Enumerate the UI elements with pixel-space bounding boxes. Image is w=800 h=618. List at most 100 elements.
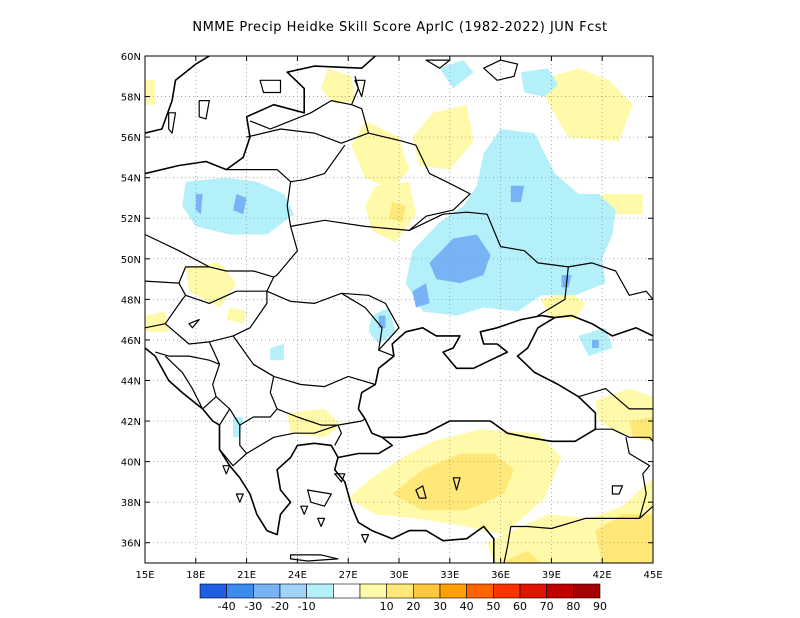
skill-region--10 [233,417,244,438]
lon-tick-label: 36E [491,570,510,581]
map-title: NMME Precip Heidke Skill Score AprIC (19… [192,20,608,35]
border-line [290,132,471,231]
border-line [239,424,339,455]
skill-region-10 [145,80,156,105]
colorbar-swatch [253,583,281,599]
border-line [341,292,400,351]
colorbar-swatch [279,583,307,599]
lat-tick-label: 42N [121,417,141,428]
skill-region--20 [429,234,491,284]
skill-region-20 [595,514,653,563]
colorbar-label: 90 [593,600,607,613]
colorbar-swatch [519,583,547,599]
skill-region--20 [233,193,247,215]
colorbar-label: -20 [271,600,289,613]
colorbar-label: 30 [433,600,447,613]
skill-region-20 [392,453,515,511]
skill-region--20 [592,339,599,348]
colorbar-swatch [439,583,467,599]
lat-tick-label: 46N [121,336,141,347]
lon-tick-label: 39E [542,570,561,581]
lake-line [611,485,624,495]
colorbar-swatch [333,583,361,599]
skill-region-10 [541,291,586,320]
colorbar-swatch [413,583,441,599]
colorbar-label: 70 [540,600,554,613]
colorbar-label: 50 [486,600,500,613]
lat-tick-label: 36N [121,539,141,550]
lon-tick-label: 21E [237,570,256,581]
skill-region--20 [378,315,386,328]
lake-line [425,59,451,69]
skill-shading-layer [145,60,653,563]
lat-tick-label: 52N [121,214,141,225]
lat-tick-label: 50N [121,255,141,266]
lake-line [483,59,519,81]
borders-coastlines-layer [145,56,653,563]
border-line [625,437,651,519]
coastline-line [145,56,376,175]
border-line [164,294,187,325]
lat-tick-label: 38N [121,498,141,509]
lon-tick-label: 15E [135,570,154,581]
skill-region-10 [351,120,410,190]
border-line [595,428,653,442]
lon-tick-label: 33E [440,570,459,581]
island-line [300,505,309,515]
skill-region-20 [500,550,542,563]
colorbar-label: 20 [406,600,420,613]
skill-region-20 [388,202,406,223]
border-line [334,424,342,446]
skill-region-10 [321,68,355,105]
colorbar-label: -10 [298,600,316,613]
skill-region--20 [510,185,525,202]
skill-region-10 [412,104,474,170]
island-line [361,533,370,544]
lat-tick-label: 58N [121,93,141,104]
lon-tick-label: 30E [389,570,408,581]
coastline-line [145,347,495,563]
island-line [222,465,231,475]
skill-region--20 [195,193,203,215]
border-line [155,351,220,365]
colorbar-label: 80 [566,600,580,613]
skill-region-10 [226,307,247,324]
lat-tick-label: 56N [121,133,141,144]
border-line [503,526,512,563]
border-line [408,211,569,317]
border-line [276,408,366,426]
lake-line [452,477,461,491]
lat-tick-label: 48N [121,295,141,306]
border-line [226,144,346,183]
coastline-line [554,314,653,337]
border-line [145,291,268,345]
colorbar-swatch [573,583,601,599]
lat-tick-label: 40N [121,458,141,469]
colorbar-label: -30 [244,600,262,613]
border-line [208,335,278,426]
lon-tick-label: 18E [186,570,205,581]
island-line [198,99,210,120]
lat-tick-label: 60N [121,52,141,63]
colorbar-swatch [199,583,227,599]
colorbar-swatch [359,583,387,599]
border-line [178,266,210,284]
lon-tick-label: 42E [593,570,612,581]
colorbar-swatch [306,583,334,599]
lon-tick-label: 24E [288,570,307,581]
coastline-line [337,436,394,459]
colorbar-swatch [466,583,494,599]
skill-region--10 [270,344,284,361]
border-line [145,233,274,278]
colorbar-swatch [386,583,414,599]
colorbar: -40 -30 -20 -10 10 20 30 40 50 60 70 80 90 [199,583,607,613]
border-line [578,388,653,410]
skill-region--10 [520,68,559,97]
lake-line [188,319,200,329]
island-line [307,489,332,507]
lat-tick-label: 54N [121,174,141,185]
coastline-line [145,56,210,134]
lat-tick-label: 44N [121,376,141,387]
island-line [317,517,326,528]
